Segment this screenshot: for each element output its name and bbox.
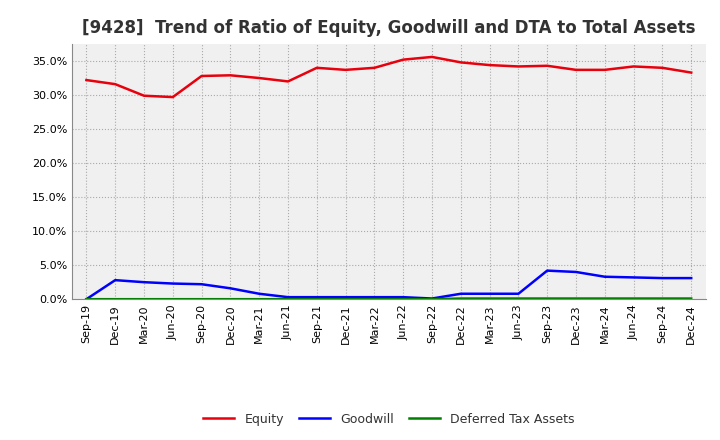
Goodwill <box>312 294 321 300</box>
Deferred Tax Assets <box>687 296 696 301</box>
Equity <box>629 64 638 69</box>
Equity <box>600 67 609 73</box>
Equity <box>226 73 235 78</box>
Deferred Tax Assets <box>255 297 264 302</box>
Equity <box>687 70 696 75</box>
Goodwill <box>658 275 667 281</box>
Deferred Tax Assets <box>514 296 523 301</box>
Equity <box>456 60 465 65</box>
Deferred Tax Assets <box>485 296 494 301</box>
Deferred Tax Assets <box>226 297 235 302</box>
Deferred Tax Assets <box>82 297 91 302</box>
Deferred Tax Assets <box>312 297 321 302</box>
Equity <box>399 57 408 62</box>
Deferred Tax Assets <box>140 297 148 302</box>
Equity <box>255 75 264 81</box>
Legend: Equity, Goodwill, Deferred Tax Assets: Equity, Goodwill, Deferred Tax Assets <box>203 413 575 425</box>
Equity <box>168 95 177 100</box>
Equity <box>197 73 206 79</box>
Equity <box>312 65 321 70</box>
Line: Deferred Tax Assets: Deferred Tax Assets <box>86 298 691 299</box>
Goodwill <box>140 279 148 285</box>
Equity <box>543 63 552 68</box>
Deferred Tax Assets <box>168 297 177 302</box>
Goodwill <box>514 291 523 297</box>
Goodwill <box>629 275 638 280</box>
Line: Equity: Equity <box>86 57 691 97</box>
Deferred Tax Assets <box>341 297 350 302</box>
Goodwill <box>687 275 696 281</box>
Goodwill <box>456 291 465 297</box>
Equity <box>658 65 667 70</box>
Goodwill <box>600 274 609 279</box>
Goodwill <box>572 269 580 275</box>
Title: [9428]  Trend of Ratio of Equity, Goodwill and DTA to Total Assets: [9428] Trend of Ratio of Equity, Goodwil… <box>82 19 696 37</box>
Deferred Tax Assets <box>370 297 379 302</box>
Goodwill <box>111 278 120 283</box>
Goodwill <box>197 282 206 287</box>
Equity <box>485 62 494 68</box>
Deferred Tax Assets <box>428 297 436 302</box>
Deferred Tax Assets <box>600 296 609 301</box>
Deferred Tax Assets <box>543 296 552 301</box>
Goodwill <box>341 294 350 300</box>
Goodwill <box>485 291 494 297</box>
Deferred Tax Assets <box>629 296 638 301</box>
Equity <box>82 77 91 83</box>
Line: Goodwill: Goodwill <box>86 271 691 299</box>
Goodwill <box>428 296 436 301</box>
Equity <box>428 54 436 59</box>
Equity <box>111 81 120 87</box>
Equity <box>284 79 292 84</box>
Deferred Tax Assets <box>456 296 465 301</box>
Equity <box>341 67 350 73</box>
Equity <box>572 67 580 73</box>
Goodwill <box>82 297 91 302</box>
Goodwill <box>370 294 379 300</box>
Goodwill <box>255 291 264 297</box>
Goodwill <box>226 286 235 291</box>
Deferred Tax Assets <box>197 297 206 302</box>
Deferred Tax Assets <box>658 296 667 301</box>
Goodwill <box>399 294 408 300</box>
Equity <box>514 64 523 69</box>
Goodwill <box>168 281 177 286</box>
Equity <box>370 65 379 70</box>
Goodwill <box>284 294 292 300</box>
Deferred Tax Assets <box>572 296 580 301</box>
Deferred Tax Assets <box>111 297 120 302</box>
Deferred Tax Assets <box>284 297 292 302</box>
Deferred Tax Assets <box>399 297 408 302</box>
Goodwill <box>543 268 552 273</box>
Equity <box>140 93 148 99</box>
